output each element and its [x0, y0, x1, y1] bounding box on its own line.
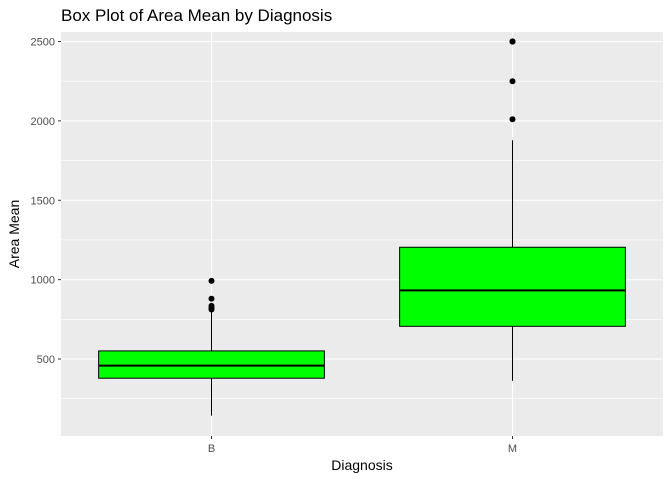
outlier-point: [509, 38, 516, 45]
y-axis-title: Area Mean: [6, 200, 22, 268]
y-tick-label: 1000: [31, 275, 55, 287]
x-tick-label: B: [208, 443, 215, 455]
box-M: [399, 246, 626, 327]
x-axis-title: Diagnosis: [331, 457, 392, 473]
outlier-point: [208, 295, 215, 302]
box-B: [98, 350, 325, 379]
y-axis-ticks: 500 1000 1500 2000 2500: [31, 37, 61, 366]
outlier-point: [208, 277, 215, 284]
chart-title: Box Plot of Area Mean by Diagnosis: [61, 6, 333, 25]
outlier-point: [509, 78, 516, 85]
y-tick-label: 2500: [31, 37, 55, 49]
outlier-point: [208, 302, 215, 309]
y-tick-label: 2000: [31, 116, 55, 128]
outlier-point: [509, 116, 516, 123]
boxes: [98, 38, 626, 416]
y-tick-label: 500: [37, 354, 55, 366]
x-tick-label: M: [508, 443, 517, 455]
y-tick-label: 1500: [31, 195, 55, 207]
